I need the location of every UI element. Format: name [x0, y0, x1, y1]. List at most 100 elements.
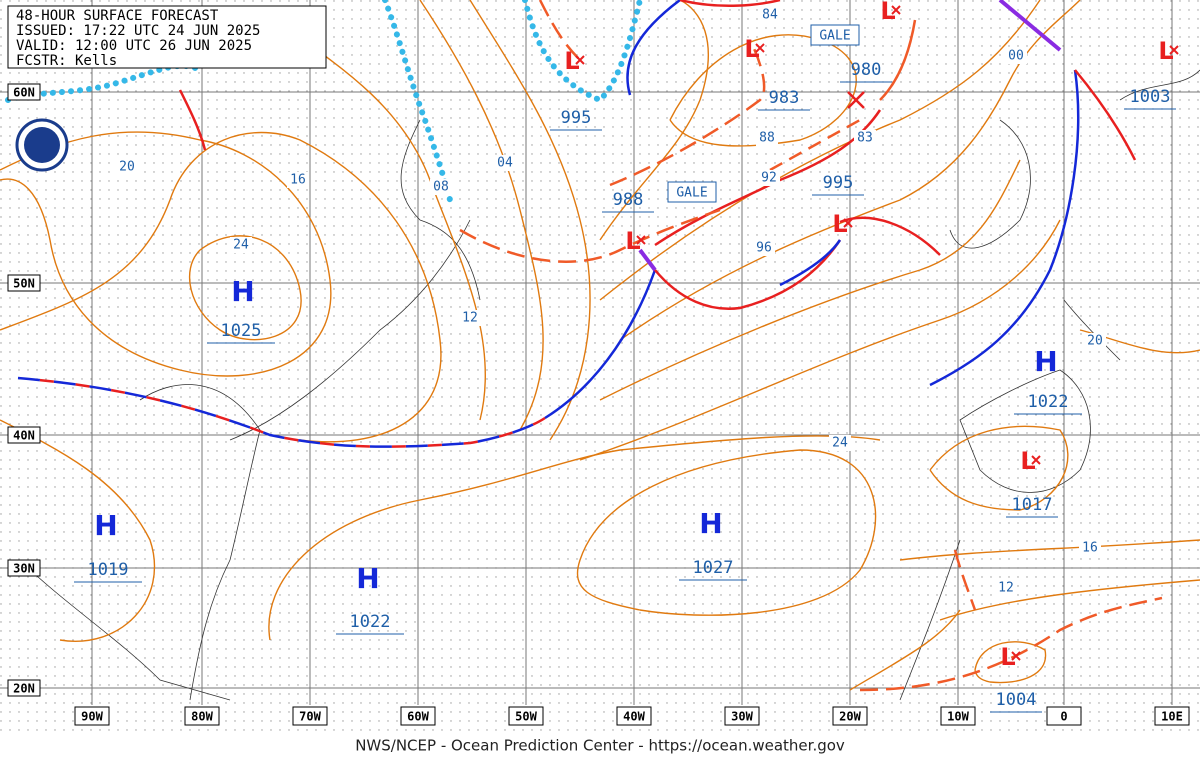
low-pressure: 995 — [823, 173, 854, 193]
isobar-label-bg — [758, 170, 780, 186]
longitude-label-box — [508, 706, 544, 726]
longitude-label: 60W — [407, 710, 429, 724]
low-pressure: 988 — [613, 190, 644, 210]
longitude-label-box — [74, 706, 110, 726]
header-line: 48-HOUR SURFACE FORECAST — [16, 8, 219, 24]
latitude-label-box — [7, 426, 41, 444]
isobar-label-bg — [995, 580, 1017, 596]
isobar-label: 16 — [290, 173, 306, 188]
high-symbol: H — [699, 507, 722, 540]
low-symbol: L — [832, 210, 847, 238]
longitude-label: 40W — [623, 710, 645, 724]
isobar-label-bg — [854, 130, 876, 146]
isobar-label: 84 — [762, 8, 778, 23]
longitude-label-box — [184, 706, 220, 726]
longitude-label-box — [400, 706, 436, 726]
low-symbol: L — [1020, 447, 1035, 475]
isobar-label: 12 — [462, 311, 478, 326]
isobar-label: 04 — [497, 156, 513, 171]
graticule — [0, 0, 1200, 705]
isobar-label: 20 — [1087, 334, 1103, 349]
longitude-label: 50W — [515, 710, 537, 724]
isobars — [0, 0, 1200, 691]
longitude-label-box — [724, 706, 760, 726]
high-pressure: 1022 — [350, 612, 391, 632]
longitude-label: 30W — [731, 710, 753, 724]
isobar-label: 16 — [1082, 541, 1098, 556]
isobar-label: 88 — [759, 131, 775, 146]
longitude-label: 10W — [947, 710, 969, 724]
header-line: VALID: 12:00 UTC 26 JUN 2025 — [16, 38, 252, 54]
low-center — [843, 218, 853, 228]
low-center — [575, 55, 585, 65]
high-symbol: H — [94, 509, 117, 542]
latitude-label: 60N — [13, 86, 35, 100]
low-symbol: L — [1158, 37, 1173, 65]
low-center — [636, 235, 646, 245]
warning-box — [667, 181, 717, 203]
isobar-label-bg — [459, 310, 481, 326]
latitude-label-box — [7, 559, 41, 577]
low-center — [1169, 45, 1179, 55]
warning-box — [810, 24, 860, 46]
longitude-label: 80W — [191, 710, 213, 724]
isobar-label-bg — [230, 237, 252, 253]
high-symbol: H — [231, 275, 254, 308]
longitude-label: 90W — [81, 710, 103, 724]
longitude-label-box — [1046, 706, 1082, 726]
high-symbol: H — [1034, 345, 1057, 378]
low-pressure: 1004 — [996, 690, 1037, 710]
latitude-label: 50N — [13, 277, 35, 291]
longitude-label: 70W — [299, 710, 321, 724]
longitude-label-box — [1154, 706, 1190, 726]
high-pressure: 1027 — [693, 558, 734, 578]
map-background — [0, 0, 1200, 732]
footer: NWS/NCEP - Ocean Prediction Center - htt… — [355, 737, 845, 755]
longitude-label-box — [292, 706, 328, 726]
latitude-label: 20N — [13, 682, 35, 696]
isobar-label: 83 — [857, 131, 873, 146]
low-center — [1011, 651, 1021, 661]
isobar-label: 08 — [433, 180, 449, 195]
isobar-label-bg — [1005, 48, 1027, 64]
isobar-label-bg — [116, 159, 138, 175]
low-pressure: 980 — [851, 60, 882, 80]
isobar-label: 12 — [998, 581, 1014, 596]
coastlines — [19, 69, 1200, 701]
high-pressure: 1025 — [221, 321, 262, 341]
longitude-label-box — [832, 706, 868, 726]
warning-label: GALE — [676, 186, 707, 201]
isobar-label-bg — [1079, 540, 1101, 556]
low-pressure: 1003 — [1130, 87, 1171, 107]
low-center — [1031, 455, 1041, 465]
low-center — [891, 5, 901, 15]
latitude-label-box — [7, 274, 41, 292]
isobar-label-bg — [753, 240, 775, 256]
noaa-logo-inner — [24, 127, 60, 163]
latitude-label-box — [7, 83, 41, 101]
longitude-label: 20W — [839, 710, 861, 724]
isobar-label: 00 — [1008, 49, 1024, 64]
latitude-label: 40N — [13, 429, 35, 443]
isobar-label-bg — [430, 179, 452, 195]
header-box — [7, 5, 327, 69]
latitude-label-box — [7, 679, 41, 697]
storm-track — [847, 91, 865, 109]
header-line: ISSUED: 17:22 UTC 24 JUN 2025 — [16, 23, 260, 39]
low-symbol: L — [1000, 643, 1015, 671]
low-pressure: 983 — [769, 88, 800, 108]
longitude-label-box — [616, 706, 652, 726]
low-symbol: L — [744, 35, 759, 63]
isobar-label: 92 — [761, 171, 777, 186]
isobar-label-bg — [759, 7, 781, 23]
isobar-label: 24 — [233, 238, 249, 253]
isobar-label-bg — [829, 435, 851, 451]
low-pressure: 1017 — [1012, 495, 1053, 515]
low-symbol: L — [564, 47, 579, 75]
header-line: FCSTR: Kells — [16, 53, 117, 69]
high-symbol: H — [356, 562, 379, 595]
longitude-label: 10E — [1161, 710, 1183, 724]
high-pressure: 1019 — [88, 560, 129, 580]
